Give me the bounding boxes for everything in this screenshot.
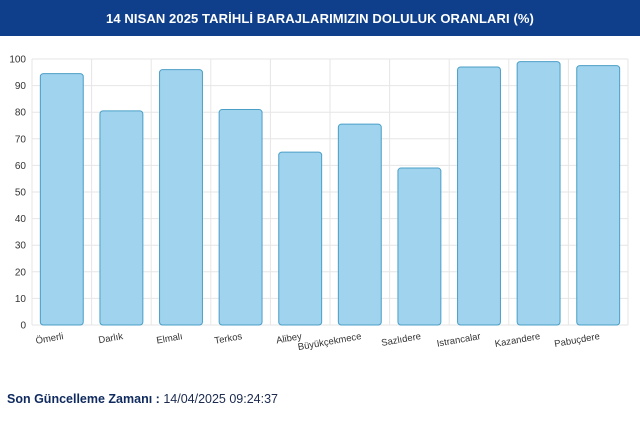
last-updated: Son Güncelleme Zamanı : 14/04/2025 09:24… <box>7 392 278 406</box>
x-tick-label: Istrancalar <box>436 331 482 350</box>
y-tick-label: 90 <box>15 81 27 92</box>
bar <box>397 167 442 326</box>
chart-title-bar: 14 NISAN 2025 TARİHLİ BARAJLARIMIZIN DOL… <box>0 0 640 36</box>
bar <box>159 69 203 326</box>
bar <box>218 109 263 326</box>
y-tick-label: 60 <box>15 161 27 172</box>
bar <box>99 110 144 326</box>
y-tick-label: 0 <box>20 321 26 332</box>
y-tick-label: 100 <box>9 55 26 66</box>
chart-title: 14 NISAN 2025 TARİHLİ BARAJLARIMIZIN DOL… <box>106 10 534 26</box>
x-tick-label: Terkos <box>214 331 244 347</box>
bar <box>39 73 84 326</box>
last-updated-label: Son Güncelleme Zamanı : <box>7 392 160 406</box>
bar <box>516 61 561 326</box>
chart-area: 0 10 20 30 40 50 60 70 80 90 100 Ömerli Darlık Elmalı… <box>0 36 640 366</box>
bar <box>337 123 382 326</box>
y-tick-label: 40 <box>15 214 27 225</box>
y-tick-label: 70 <box>15 134 27 145</box>
x-tick-label: Kazandere <box>494 331 541 350</box>
bar-chart: 0 10 20 30 40 50 60 70 80 90 100 Ömerli Darlık Elmalı… <box>9 55 629 353</box>
x-tick-label: Ömerli <box>35 331 64 347</box>
x-tick-label: Elmalı <box>156 331 184 346</box>
last-updated-value: 14/04/2025 09:24:37 <box>163 392 279 406</box>
bar <box>576 65 621 326</box>
x-tick-label: Büyükçekmece <box>297 331 362 353</box>
x-tick-label: Darlık <box>98 331 125 346</box>
bar <box>457 66 501 326</box>
y-tick-label: 10 <box>15 294 27 305</box>
x-tick-label: Pabuçdere <box>554 331 601 350</box>
y-tick-label: 30 <box>15 241 27 252</box>
x-tick-label: Sazlıdere <box>380 331 421 349</box>
y-tick-label: 50 <box>15 188 27 199</box>
x-tick-label: Alibey <box>275 331 303 346</box>
y-tick-label: 20 <box>15 267 27 278</box>
bar <box>278 151 323 326</box>
y-tick-label: 80 <box>15 108 27 119</box>
